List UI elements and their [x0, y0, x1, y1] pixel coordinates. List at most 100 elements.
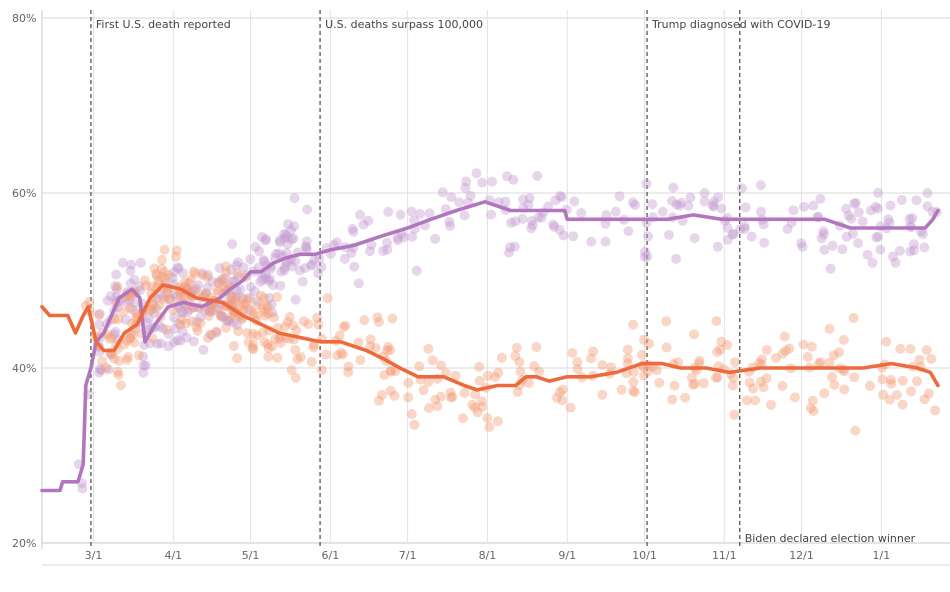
- purple-poll-point: [300, 241, 311, 252]
- orange-poll-point: [515, 366, 526, 377]
- orange-poll-point: [308, 342, 319, 353]
- purple-poll-point: [156, 289, 166, 300]
- purple-poll-point: [657, 206, 668, 217]
- purple-poll-point: [169, 323, 180, 334]
- orange-poll-point: [256, 290, 267, 301]
- orange-poll-point: [248, 309, 259, 320]
- purple-poll-point: [846, 213, 857, 224]
- orange-poll-point: [761, 344, 772, 355]
- purple-poll-point: [465, 190, 476, 201]
- purple-poll-point: [172, 335, 183, 346]
- orange-poll-point: [741, 395, 752, 406]
- orange-poll-point: [628, 386, 639, 396]
- orange-poll-point: [139, 275, 150, 286]
- purple-poll-point: [712, 241, 723, 252]
- purple-poll-point: [862, 249, 873, 260]
- purple-poll-point: [683, 200, 694, 211]
- purple-poll-point: [197, 268, 208, 279]
- purple-poll-point: [555, 191, 566, 201]
- purple-poll-point: [526, 215, 537, 226]
- orange-poll-point: [262, 339, 273, 350]
- purple-poll-point: [228, 317, 239, 328]
- orange-poll-point: [572, 364, 583, 374]
- orange-poll-point: [477, 401, 488, 412]
- orange-poll-point: [409, 419, 420, 430]
- orange-poll-point: [808, 405, 819, 416]
- orange-poll-point: [189, 285, 200, 296]
- orange-poll-point: [789, 392, 800, 403]
- purple-poll-point: [857, 216, 868, 227]
- purple-poll-point: [218, 311, 229, 322]
- orange-poll-point: [805, 403, 816, 414]
- orange-poll-point: [148, 298, 159, 309]
- purple-poll-point: [358, 219, 369, 230]
- orange-poll-point: [496, 352, 507, 363]
- orange-poll-point: [382, 345, 392, 356]
- orange-poll-point: [214, 277, 225, 288]
- purple-poll-point: [533, 212, 544, 223]
- orange-poll-point: [332, 350, 343, 361]
- purple-poll-point: [227, 294, 238, 305]
- orange-poll-point: [436, 360, 447, 371]
- purple-poll-point: [554, 224, 565, 235]
- orange-poll-point: [865, 380, 875, 391]
- orange-poll-point: [777, 348, 788, 359]
- orange-poll-point: [403, 392, 414, 403]
- purple-poll-point: [722, 222, 733, 233]
- orange-poll-point: [154, 300, 165, 311]
- axes: 80% 60% 40% 20% 3/1 4/1 5/1 6/1 7/1 8/1 9/1 10/1 11/…: [12, 12, 890, 562]
- purple-poll-point: [282, 239, 293, 250]
- purple-poll-point: [796, 238, 807, 249]
- orange-poll-point: [122, 335, 133, 346]
- purple-poll-point: [500, 196, 511, 207]
- purple-poll-point: [689, 233, 700, 244]
- orange-poll-point: [161, 324, 172, 335]
- orange-poll-point: [270, 333, 281, 344]
- orange-poll-point: [157, 271, 168, 282]
- purple-poll-point: [746, 231, 757, 242]
- orange-poll-point: [373, 317, 384, 327]
- orange-poll-point: [680, 392, 691, 403]
- purple-poll-point: [623, 226, 634, 237]
- orange-poll-point: [84, 297, 95, 308]
- orange-poll-point: [727, 380, 738, 391]
- orange-poll-point: [722, 340, 733, 351]
- purple-poll-point: [461, 176, 472, 187]
- purple-poll-point: [257, 274, 268, 285]
- purple-poll-point: [205, 329, 216, 340]
- orange-poll-point: [474, 361, 485, 372]
- purple-poll-point: [221, 315, 232, 326]
- purple-poll-point: [279, 262, 290, 273]
- orange-poll-point: [272, 292, 283, 302]
- purple-poll-point: [894, 245, 905, 256]
- orange-poll-point: [406, 409, 417, 419]
- purple-poll-point: [610, 206, 621, 217]
- purple-poll-point: [348, 226, 359, 237]
- orange-poll-point: [694, 358, 704, 369]
- orange-poll-point: [777, 381, 788, 391]
- purple-poll-point: [244, 292, 255, 303]
- orange-poll-point: [303, 319, 314, 329]
- orange-poll-point: [340, 320, 351, 331]
- trend-lines: [40, 200, 940, 493]
- purple-poll-point: [504, 247, 514, 258]
- orange-poll-point: [379, 369, 390, 380]
- orange-poll-point: [557, 384, 568, 395]
- annotations: First U.S. death reported U.S. deaths sur…: [90, 10, 916, 549]
- purple-poll-point: [198, 344, 209, 355]
- orange-poll-point: [141, 280, 152, 291]
- purple-poll-point: [668, 182, 679, 193]
- orange-poll-point: [529, 361, 540, 372]
- orange-poll-point: [243, 337, 254, 348]
- purple-poll-point: [177, 326, 188, 337]
- orange-poll-point: [897, 375, 908, 386]
- purple-poll-point: [259, 256, 270, 267]
- orange-poll-point: [446, 392, 456, 403]
- x-tick-label: 10/1: [632, 549, 657, 562]
- orange-poll-point: [834, 347, 845, 358]
- orange-poll-point: [165, 294, 176, 305]
- purple-poll-point: [667, 196, 677, 206]
- purple-poll-point: [157, 323, 168, 334]
- x-tick-label: 3/1: [85, 549, 103, 562]
- orange-poll-point: [689, 329, 699, 340]
